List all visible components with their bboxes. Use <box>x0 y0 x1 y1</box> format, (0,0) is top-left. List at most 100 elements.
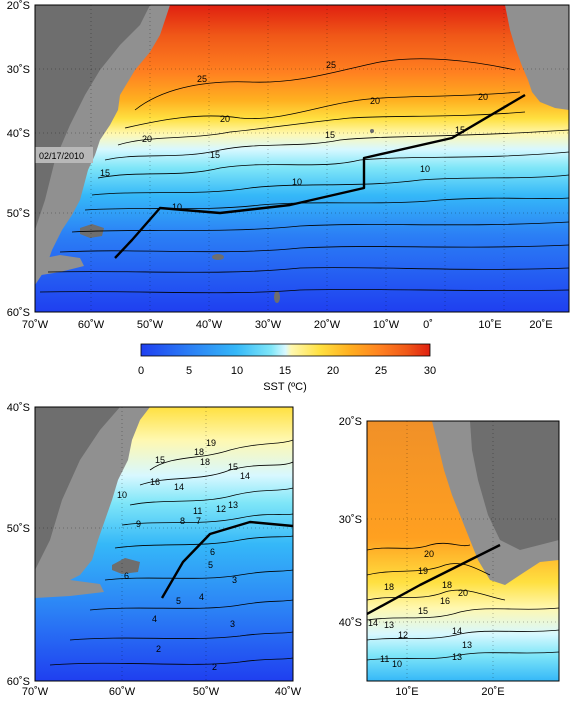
contour-label: 10 <box>172 202 182 212</box>
right-map-frame <box>366 420 560 682</box>
colorbar-ticks: 0 5 10 15 20 25 30 <box>138 365 436 377</box>
lon-tick-label: 10˚W <box>373 319 400 331</box>
colorbar: 0 5 10 15 20 25 30 SST (ºC) <box>138 343 436 393</box>
contour-label: 7 <box>196 516 201 526</box>
contour-label: 20 <box>142 134 152 144</box>
colorbar-tick-label: 25 <box>375 365 387 377</box>
lon-tick-label: 40˚W <box>196 319 223 331</box>
contour-label: 3 <box>230 619 235 629</box>
contour-label: 4 <box>199 592 204 602</box>
contour-label: 13 <box>452 652 462 662</box>
contour-label: 6 <box>124 571 129 581</box>
main-cruise-track <box>114 93 526 259</box>
lon-tick-label: 10˚E <box>395 686 418 696</box>
lon-tick-label: 30˚W <box>255 319 282 331</box>
right-africa-interior <box>470 421 559 550</box>
left-map: 19 18 18 16 15 15 14 14 13 12 11 10 9 8 … <box>7 402 302 698</box>
contour-label: 8 <box>180 516 185 526</box>
contour-label: 15 <box>100 168 110 178</box>
contour-label: 2 <box>156 644 161 654</box>
lat-tick-label: 50˚S <box>7 208 30 220</box>
south-georgia-island <box>212 254 224 260</box>
lon-tick-label: 20˚E <box>481 686 504 696</box>
lon-tick-label: 40˚W <box>275 686 302 696</box>
date-label-box <box>35 147 93 163</box>
left-south-america-interior <box>35 407 120 570</box>
contour-label: 16 <box>150 477 160 487</box>
colorbar-title: SST (ºC) <box>263 381 307 393</box>
lat-tick-label: 40˚S <box>7 128 30 140</box>
lat-tick-label: 60˚S <box>7 676 30 688</box>
contour-label: 9 <box>136 519 141 529</box>
contour-label: 20 <box>478 92 488 102</box>
lon-tick-label: 20˚W <box>314 319 341 331</box>
contour-label: 18 <box>384 582 394 592</box>
contour-label: 18 <box>194 447 204 457</box>
contour-label: 16 <box>440 596 450 606</box>
contour-label: 4 <box>152 614 157 624</box>
left-contour-labels: 19 18 18 16 15 15 14 14 13 12 11 10 9 8 … <box>117 438 250 672</box>
contour-label: 2 <box>212 662 217 672</box>
contour-label: 19 <box>418 566 428 576</box>
lat-tick-label: 20˚S <box>7 0 30 12</box>
main-map: 25 25 20 20 20 20 15 15 15 15 10 10 10 0… <box>7 0 570 331</box>
contour-label: 3 <box>232 575 237 585</box>
contour-label: 12 <box>216 504 226 514</box>
lat-tick-label: 30˚S <box>339 514 362 526</box>
lon-tick-label: 50˚W <box>137 319 164 331</box>
contour-label: 14 <box>452 626 462 636</box>
contour-label: 25 <box>326 60 336 70</box>
lon-tick-label: 60˚W <box>78 319 105 331</box>
south-america-interior <box>35 5 150 230</box>
contour-label: 14 <box>174 482 184 492</box>
right-contours <box>367 542 559 661</box>
contour-label: 11 <box>380 654 389 664</box>
lat-tick-label: 40˚S <box>7 402 30 414</box>
contour-label: 13 <box>384 620 394 630</box>
contour-label: 20 <box>458 588 468 598</box>
lat-tick-label: 50˚S <box>7 523 30 535</box>
contour-label: 19 <box>206 438 216 448</box>
lat-tick-label: 40˚S <box>339 617 362 629</box>
contour-label: 15 <box>155 455 165 465</box>
lat-tick-label: 30˚S <box>7 64 30 76</box>
right-gridlines <box>367 421 559 681</box>
contour-label: 10 <box>420 164 430 174</box>
lat-tick-label: 60˚S <box>7 307 30 319</box>
contour-label: 15 <box>418 606 428 616</box>
contour-label: 20 <box>424 549 434 559</box>
contour-label: 20 <box>220 114 230 124</box>
left-map-frame <box>34 406 294 682</box>
right-contour-labels: 20 19 18 20 18 16 15 14 13 12 11 10 14 1… <box>368 549 472 669</box>
contour-label: 6 <box>210 547 215 557</box>
main-map-frame <box>34 4 570 313</box>
contour-label: 15 <box>325 130 335 140</box>
contour-label: 11 <box>193 506 202 516</box>
lon-tick-label: 10˚E <box>478 319 501 331</box>
right-lat-axis: 20˚S 30˚S 40˚S <box>339 416 362 629</box>
contour-label: 10 <box>117 490 127 500</box>
contour-label: 10 <box>392 659 402 669</box>
right-map: 20 19 18 20 18 16 15 14 13 12 11 10 14 1… <box>339 416 560 698</box>
lat-tick-label: 20˚S <box>339 416 362 428</box>
contour-label: 15 <box>210 150 220 160</box>
contour-label: 14 <box>240 471 250 481</box>
left-contours <box>49 439 293 666</box>
colorbar-tick-label: 20 <box>327 365 339 377</box>
colorbar-gradient <box>140 343 431 357</box>
main-lon-axis: 70˚W 60˚W 50˚W 40˚W 30˚W 20˚W 10˚W 0˚ 10… <box>22 319 553 331</box>
main-lat-axis: 20˚S 30˚S 40˚S 50˚S 60˚S <box>7 0 30 319</box>
contour-label: 12 <box>398 630 408 640</box>
lon-tick-label: 0˚ <box>423 319 433 331</box>
date-label: 02/17/2010 <box>39 151 84 161</box>
left-tierra-del-fuego <box>35 580 104 598</box>
lon-tick-label: 70˚W <box>22 319 49 331</box>
main-contour-labels: 25 25 20 20 20 20 15 15 15 15 10 10 10 <box>100 60 488 212</box>
contour-label: 15 <box>228 462 238 472</box>
africa-landmass <box>505 5 569 110</box>
contour-label: 13 <box>228 500 238 510</box>
main-gridlines <box>35 5 569 312</box>
left-falkland-islands <box>112 558 140 574</box>
lon-tick-label: 60˚W <box>109 686 136 696</box>
contour-label: 18 <box>200 457 210 467</box>
